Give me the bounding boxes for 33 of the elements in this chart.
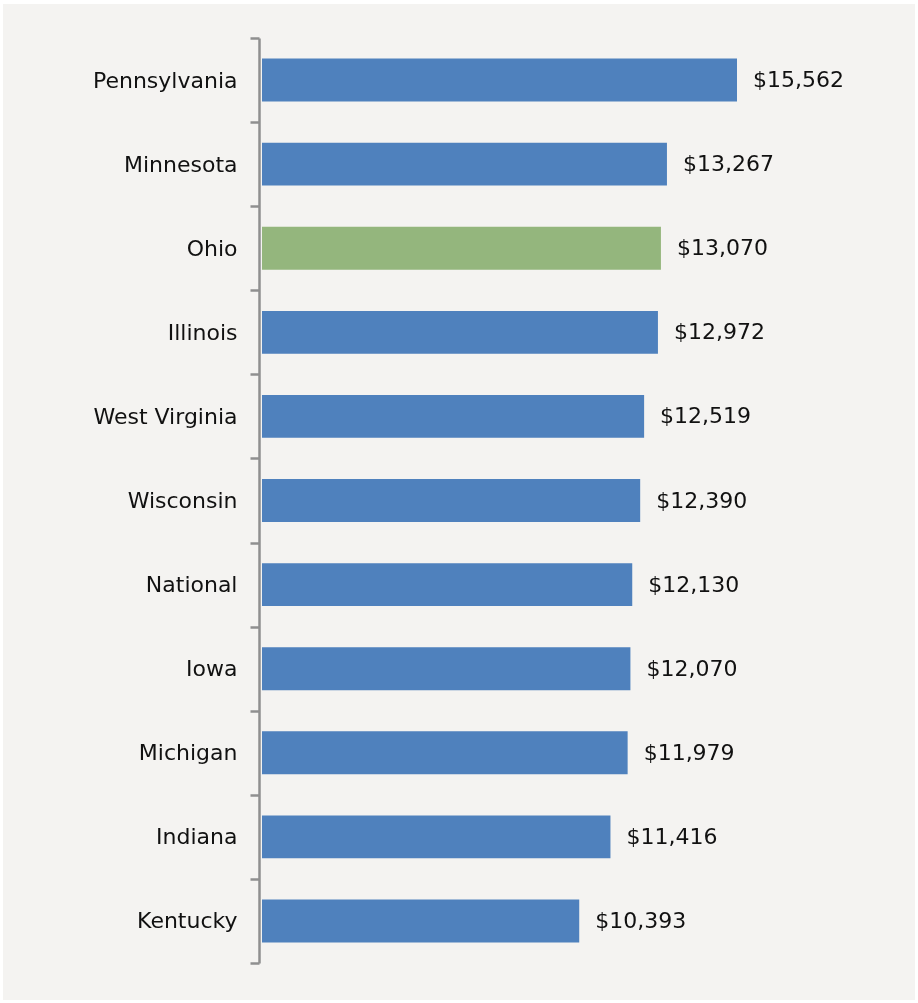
data-label: $11,416: [626, 823, 718, 849]
data-label: $12,070: [646, 655, 738, 681]
bar: [262, 479, 641, 522]
y-tick-label: Pennsylvania: [92, 67, 238, 93]
bar: [262, 226, 661, 270]
y-tick-label: Indiana: [156, 824, 238, 850]
data-label: $11,979: [643, 739, 735, 765]
bar: [262, 731, 628, 775]
data-label: $12,390: [656, 487, 748, 513]
bar: [262, 563, 633, 607]
y-tick-label: Michigan: [138, 740, 238, 766]
bar: [262, 815, 611, 859]
data-label: $10,393: [595, 907, 687, 933]
y-tick-label: Ohio: [186, 235, 238, 261]
data-label: $12,519: [660, 403, 752, 429]
bar: [262, 142, 667, 186]
data-label: $12,130: [648, 571, 740, 597]
y-tick-label: Iowa: [186, 656, 238, 682]
y-tick-label: Illinois: [167, 319, 238, 345]
y-tick-label: Kentucky: [137, 908, 238, 934]
data-label: $12,972: [673, 319, 765, 345]
bar: [262, 394, 645, 438]
bar: [262, 647, 631, 691]
data-label: $13,267: [682, 151, 774, 177]
y-tick-label: National: [145, 572, 238, 598]
bar: [262, 899, 580, 943]
y-tick-label: Wisconsin: [127, 488, 238, 513]
y-tick-label: Minnesota: [123, 151, 238, 177]
bar: [262, 310, 658, 354]
data-label: $13,070: [676, 235, 768, 261]
y-tick-label: West Virginia: [93, 403, 238, 429]
data-label: $15,562: [753, 67, 844, 93]
bar: [262, 58, 737, 102]
